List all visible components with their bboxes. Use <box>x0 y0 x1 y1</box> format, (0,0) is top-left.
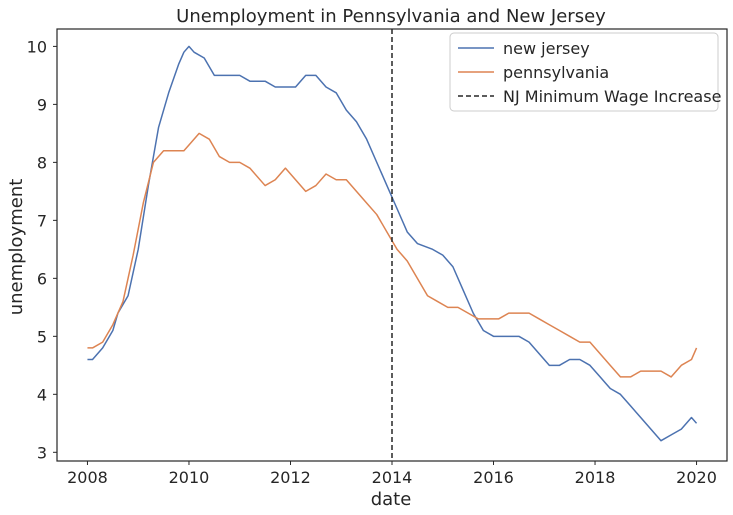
legend: new jersey pennsylvania NJ Minimum Wage … <box>449 32 721 112</box>
axis-ticks: 2008 2010 2012 2014 2016 2018 2020 3 4 5 6 7 8 9 10 <box>27 37 717 487</box>
y-tick-label-6: 6 <box>37 269 47 288</box>
legend-label-nj-minimum-wage-increase: NJ Minimum Wage Increase <box>503 87 721 106</box>
y-axis-label: unemployment <box>6 179 27 316</box>
y-tick-label-9: 9 <box>37 95 47 114</box>
y-tick-label-7: 7 <box>37 211 47 230</box>
legend-frame <box>449 32 719 112</box>
y-tick-label-3: 3 <box>37 443 47 462</box>
x-tick-label-2008: 2008 <box>67 468 108 487</box>
x-tick-label-2014: 2014 <box>372 468 413 487</box>
x-tick-label-2018: 2018 <box>575 468 616 487</box>
x-tick-label-2010: 2010 <box>169 468 210 487</box>
legend-label-pennsylvania: pennsylvania <box>503 63 609 82</box>
x-tick-label-2012: 2012 <box>270 468 311 487</box>
series-line-new-jersey <box>87 45 698 442</box>
y-tick-label-4: 4 <box>37 385 47 404</box>
chart-title: Unemployment in Pennsylvania and New Jer… <box>176 6 606 27</box>
y-tick-label-10: 10 <box>27 37 47 56</box>
x-tick-label-2016: 2016 <box>473 468 514 487</box>
y-tick-label-5: 5 <box>37 327 47 346</box>
x-tick-label-2020: 2020 <box>676 468 717 487</box>
legend-label-new-jersey: new jersey <box>503 39 590 58</box>
y-tick-label-8: 8 <box>37 153 47 172</box>
x-axis-label: date <box>371 489 412 510</box>
